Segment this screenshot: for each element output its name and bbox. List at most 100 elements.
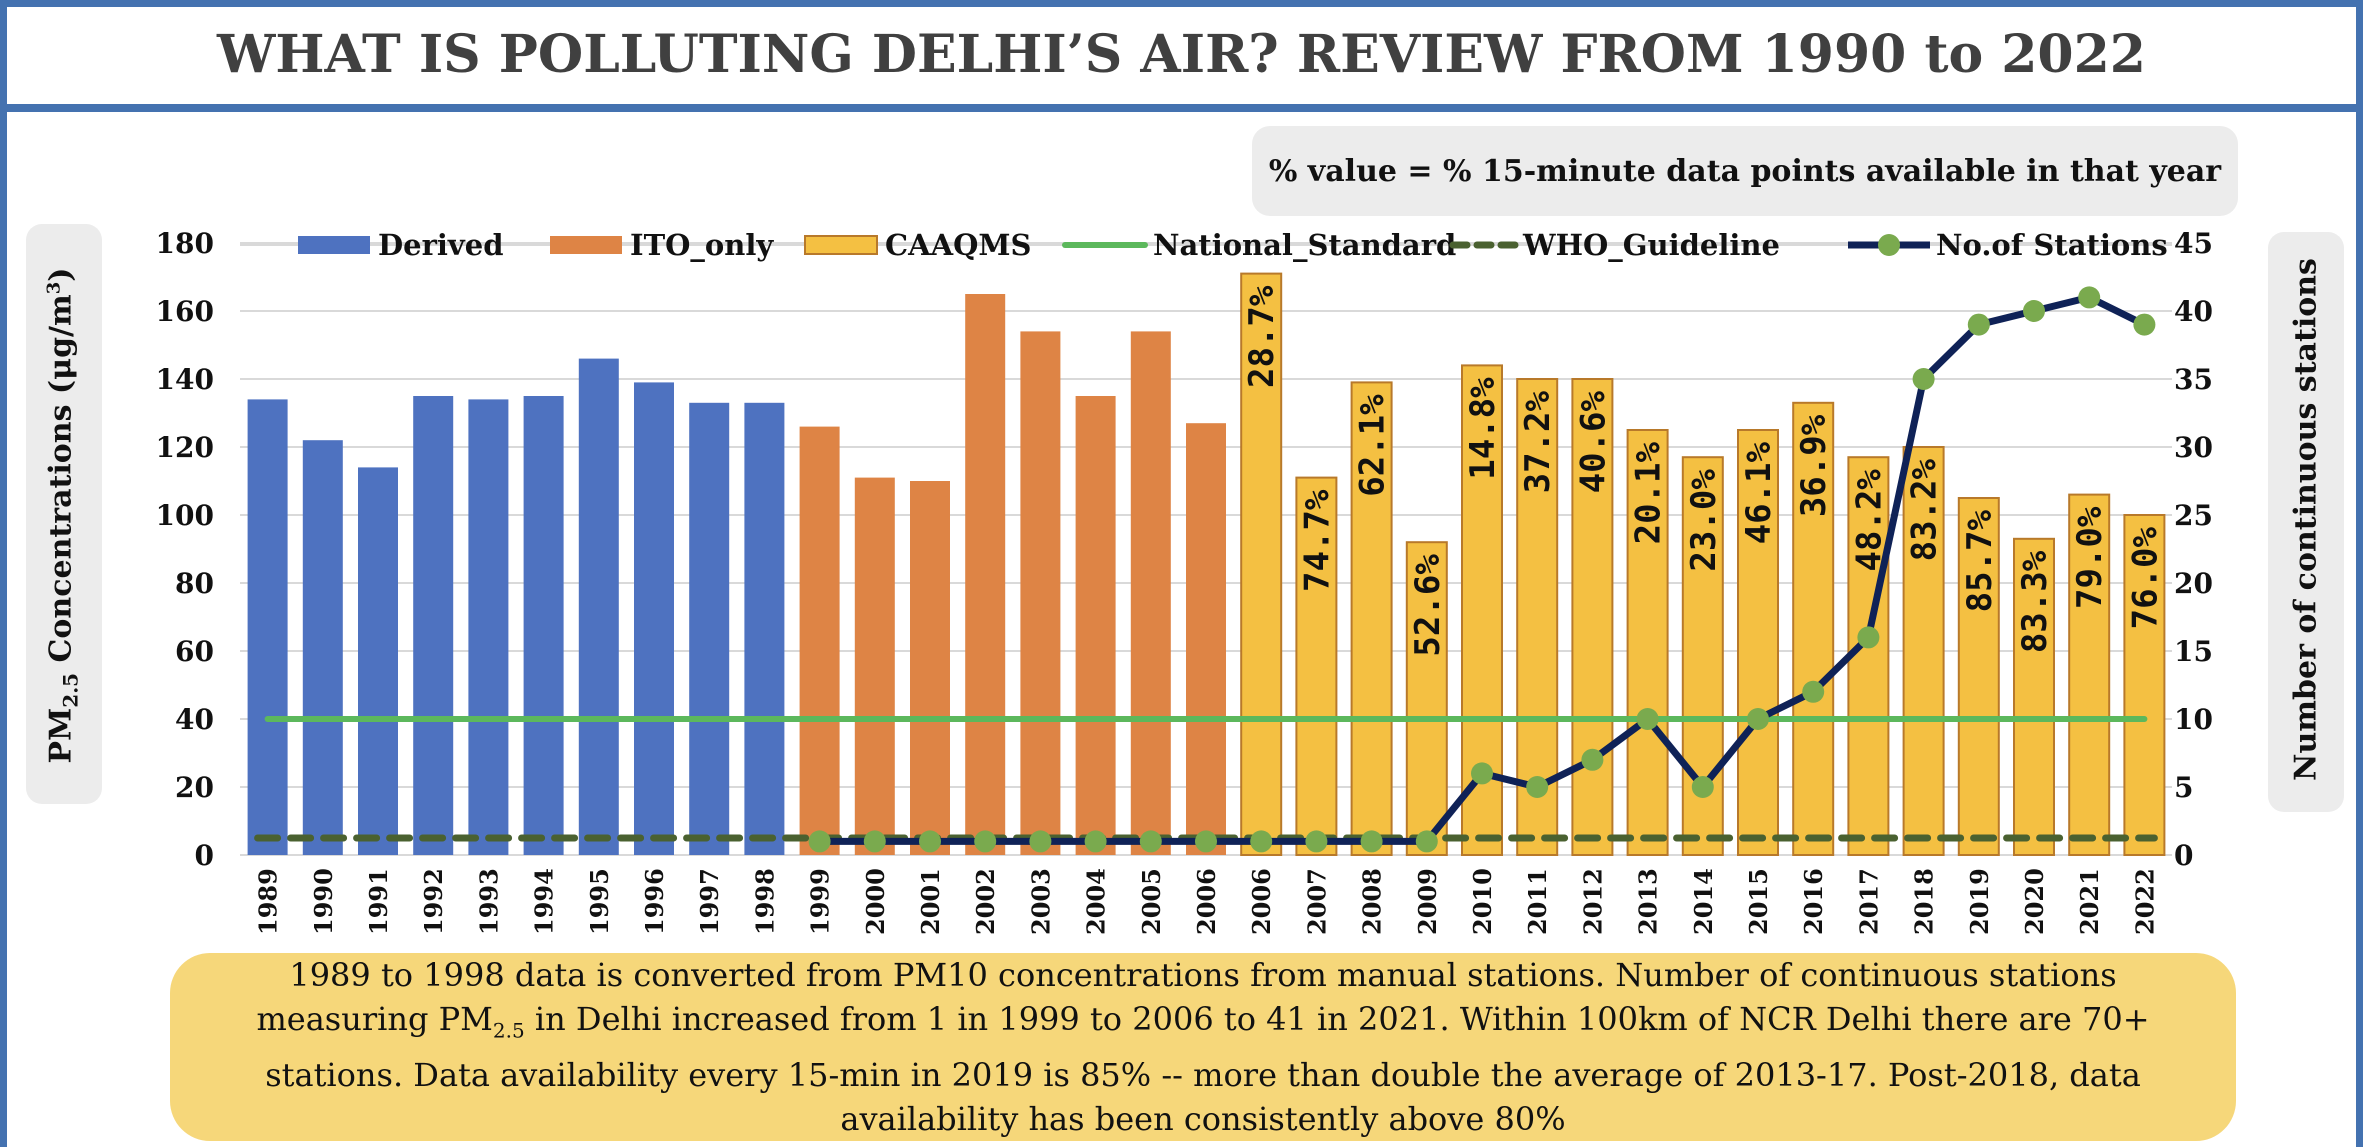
bar-data-label: 37.2% bbox=[1518, 390, 1558, 493]
legend-swatch bbox=[804, 235, 878, 255]
y-tick-label: 0 bbox=[195, 839, 214, 872]
bar-data-label: 83.3% bbox=[2015, 550, 2055, 653]
bar-data-label: 62.1% bbox=[1353, 394, 1393, 497]
x-tick-label: 2009 bbox=[1413, 868, 1442, 935]
y2-tick-label: 35 bbox=[2174, 363, 2213, 396]
bar-caaqms bbox=[1350, 381, 1393, 856]
x-tick-label: 1989 bbox=[254, 868, 283, 935]
x-tick-label: 2012 bbox=[1578, 868, 1607, 935]
bar-derived bbox=[689, 402, 730, 855]
bar-derived bbox=[247, 399, 288, 855]
x-tick-label: 2004 bbox=[1082, 868, 1111, 935]
stations-marker bbox=[808, 830, 831, 853]
legend-item: WHO_Guideline bbox=[1449, 228, 1780, 262]
legend-item: National_Standard bbox=[1062, 228, 1456, 262]
y2-tick-label: 25 bbox=[2174, 499, 2213, 532]
bar-derived bbox=[578, 358, 619, 855]
bar-derived bbox=[744, 402, 785, 855]
legend-item: CAAQMS bbox=[804, 228, 1031, 262]
x-tick-label: 1999 bbox=[806, 868, 835, 935]
x-tick-label: 2013 bbox=[1634, 868, 1663, 935]
legend-item: No.of Stations bbox=[1848, 228, 2168, 262]
bar-ito-only bbox=[1075, 396, 1116, 855]
legend: Derived ITO_only CAAQMS National_Standard WH… bbox=[240, 228, 2172, 262]
stations-marker bbox=[1802, 680, 1825, 703]
footnote-text: 1989 to 1998 data is converted from PM10… bbox=[210, 953, 2196, 1140]
x-tick-label: 2016 bbox=[1799, 868, 1828, 935]
chart-title: WHAT IS POLLUTING DELHI’S AIR? REVIEW FR… bbox=[217, 24, 2146, 85]
y2-tick-label: 40 bbox=[2174, 295, 2213, 328]
x-tick-label: 2020 bbox=[2020, 868, 2049, 935]
y-tick-label: 120 bbox=[156, 431, 214, 464]
stations-marker bbox=[1029, 830, 1052, 853]
x-tick-label: 1997 bbox=[695, 868, 724, 935]
x-tick-label: 2006 bbox=[1192, 868, 1221, 935]
bar-data-label: 83.2% bbox=[1905, 458, 1945, 561]
x-tick-label: 2008 bbox=[1358, 868, 1387, 935]
legend-swatch bbox=[298, 236, 370, 254]
bar-caaqms bbox=[2013, 537, 2055, 856]
stations-marker bbox=[1967, 313, 1990, 336]
footnote-box: 1989 to 1998 data is converted from PM10… bbox=[170, 953, 2236, 1141]
x-tick-label: 1990 bbox=[309, 868, 338, 935]
left-axis-title-box bbox=[26, 224, 102, 804]
y-tick-label: 60 bbox=[175, 635, 214, 668]
x-tick-label: 2010 bbox=[1468, 868, 1497, 935]
bar-ito-only bbox=[799, 426, 840, 855]
x-tick-label: 1998 bbox=[750, 868, 779, 935]
y2-tick-label: 10 bbox=[2174, 703, 2213, 736]
x-tick-label: 1996 bbox=[640, 868, 669, 935]
stations-marker bbox=[974, 830, 997, 853]
bar-data-label: 74.7% bbox=[1297, 489, 1337, 592]
bar-data-label: 40.6% bbox=[1573, 390, 1613, 493]
x-tick-label: 2015 bbox=[1744, 868, 1773, 935]
bar-derived bbox=[523, 396, 564, 855]
x-tick-label: 2001 bbox=[916, 868, 945, 935]
stations-marker bbox=[863, 830, 886, 853]
bar-data-label: 79.0% bbox=[2070, 506, 2110, 609]
bar-caaqms bbox=[1240, 272, 1283, 857]
bar-data-label: 52.6% bbox=[1408, 554, 1448, 657]
reference-lines bbox=[254, 716, 2158, 842]
bar-caaqms bbox=[1295, 476, 1338, 856]
footnote-part1: 1989 to 1998 data is converted from PM10… bbox=[256, 956, 2117, 1039]
footnote-part2: in Delhi increased from 1 in 1999 to 200… bbox=[265, 1000, 2150, 1138]
legend-swatch bbox=[550, 236, 622, 254]
x-tick-label: 2019 bbox=[1965, 868, 1994, 935]
x-tick-label: 2005 bbox=[1137, 868, 1166, 935]
stations-marker bbox=[1360, 830, 1383, 853]
bar-data-label: 23.0% bbox=[1684, 469, 1724, 572]
stations-marker bbox=[1691, 776, 1714, 798]
data-availability-note: % value = % 15-minute data points availa… bbox=[1252, 126, 2238, 216]
y2-tick-label: 5 bbox=[2174, 771, 2193, 804]
bar-data-label: 76.0% bbox=[2125, 526, 2165, 629]
x-tick-label: 1992 bbox=[419, 868, 448, 935]
x-tick-label: 2000 bbox=[861, 868, 890, 935]
y2-tick-label: 15 bbox=[2174, 635, 2213, 668]
bar-derived bbox=[358, 467, 398, 855]
legend-label: CAAQMS bbox=[885, 228, 1031, 262]
bars: 28.7% 74.7% 62.1% 52.6% 14.8% 37.2% 40.6% 20.1%… bbox=[247, 272, 2166, 857]
x-tick-label: 2006 bbox=[1247, 868, 1276, 935]
y-tick-label: 160 bbox=[156, 295, 214, 328]
bar-ito-only bbox=[965, 294, 1006, 855]
x-tick-label: 2017 bbox=[1854, 868, 1883, 935]
stations-series bbox=[808, 286, 2156, 853]
x-tick-label: 1995 bbox=[585, 868, 614, 935]
stations-marker bbox=[1084, 830, 1107, 853]
x-tick-label: 1994 bbox=[530, 868, 559, 935]
y-tick-label: 80 bbox=[175, 567, 214, 600]
x-tick-label: 1991 bbox=[364, 868, 393, 935]
bar-data-label: 36.9% bbox=[1794, 414, 1834, 517]
bar-caaqms bbox=[1626, 429, 1669, 856]
left-axis-ticks: 0 20 40 60 80 100 120 140 160 180 bbox=[156, 227, 214, 872]
x-tick-label: 2018 bbox=[1910, 868, 1939, 935]
bar-data-label: 85.7% bbox=[1960, 509, 2000, 612]
y2-tick-label: 45 bbox=[2174, 227, 2213, 260]
legend-label: ITO_only bbox=[630, 228, 774, 262]
stations-marker bbox=[1636, 708, 1659, 730]
x-tick-label: 2021 bbox=[2075, 868, 2104, 935]
x-tick-label: 2007 bbox=[1302, 868, 1331, 935]
footnote-sub: 2.5 bbox=[492, 1018, 525, 1043]
